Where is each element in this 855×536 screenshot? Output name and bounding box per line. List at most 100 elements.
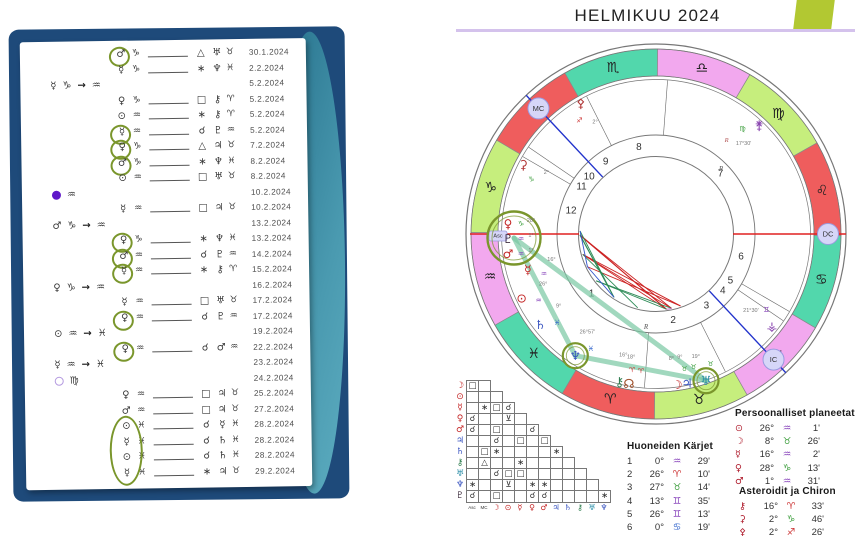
asteroids-title: Asteroidit ja Chiron xyxy=(739,486,836,497)
connector-line xyxy=(148,123,190,135)
connector-line xyxy=(150,247,191,259)
cusp-degree: 0° xyxy=(654,521,664,533)
aspect-icon: ☌ xyxy=(202,419,210,431)
planet-glyph-chiron: ⚷ xyxy=(615,374,624,389)
aspect-grid-row: ♀ ☌ ⊻ xyxy=(454,413,610,426)
svg-text:1°: 1° xyxy=(528,248,533,254)
planet-icon: ♀ xyxy=(118,141,126,153)
degree: 16° xyxy=(763,501,778,512)
asc-planet-cluster: ♀ ♑ 28° ♇ ♒ 1° ♂ ♒ 1° xyxy=(486,210,542,266)
transit-date: 22.2.2024 xyxy=(253,341,294,352)
svg-text:1°: 1° xyxy=(528,233,533,239)
transit-date: 5.2.2024 xyxy=(249,78,285,88)
planet-glyph-mercury: ☿ xyxy=(524,262,532,277)
transit-date: 17.2.2024 xyxy=(252,295,293,305)
planet-glyph-pluto: ♇ xyxy=(503,232,514,246)
retrograde-mark: R xyxy=(724,137,729,144)
planet-degree-saturn: 9° xyxy=(556,303,561,309)
transit-date: 7.2.2024 xyxy=(250,140,286,150)
planet-icon: ♇ xyxy=(213,124,223,136)
cusp-sign-icon: ♈ xyxy=(672,469,682,481)
planet-glyph-ceres: ⚳ xyxy=(519,157,528,172)
aspect-grid: ☽ □ ⊙ ☿ ∗ □ ☌ ♀ ☌ ⊻ ♂ ☌ □ ☌ ♃ ☌ □ □ ♄ □ ∗ ∗ ⚷ △ ∗ ♅ ☌ □ □ ♆ ∗ ⊻ ∗ ∗ ♇ ☌ □ ☌ ☌ ∗… xyxy=(454,380,611,513)
grid-col-label: ♂ xyxy=(540,503,548,512)
planet-glyph-juno: ⚵ xyxy=(755,118,764,133)
aspect-icon: ∗ xyxy=(196,63,206,75)
aspect-cell: □ xyxy=(538,435,551,448)
aspect-lines xyxy=(579,230,681,310)
green-corner-accent xyxy=(793,0,835,29)
sign-glyph-aries: ♈ xyxy=(604,391,617,407)
planet-sign-ceres: ♑ xyxy=(528,175,534,183)
planet-sign-jupiter: ♉ xyxy=(690,363,696,371)
planet-icon: ♆ xyxy=(215,233,225,245)
planet-sign-sun: ♒ xyxy=(535,297,541,305)
personal-planet-planet-icon: ☽ xyxy=(735,436,744,448)
planet-sign-chiron: ♈ xyxy=(629,366,636,374)
connector-line xyxy=(153,448,194,461)
planet-degree-moon: 8° xyxy=(669,356,674,362)
grid-planet-label: ♃ xyxy=(455,436,465,446)
sign-glyph-libra: ♎ xyxy=(695,61,708,77)
sign-icon: ♍ xyxy=(69,374,79,387)
planet-icon: ♀ xyxy=(53,282,61,294)
aspect-grid-row: ⚷ △ ∗ xyxy=(454,457,610,470)
svg-text:2: 2 xyxy=(670,315,676,326)
sign-icon: ♒ xyxy=(134,203,143,214)
planet-glyph-pallas: ⚴ xyxy=(576,96,585,111)
house-cusp-row: 2 26° ♈ 10' xyxy=(627,468,713,481)
planet-icon: ♂ xyxy=(116,48,126,60)
sign-glyph-aquarius: ♒ xyxy=(484,269,497,285)
planet-icon: ♀ xyxy=(119,234,128,246)
planet-icon: ♃ xyxy=(217,388,227,400)
planet-icon: ♃ xyxy=(213,140,223,152)
planet-glyph-uranus: ♅ xyxy=(700,373,711,388)
connector-line xyxy=(153,433,194,445)
sign-icon: ♒ xyxy=(137,404,146,416)
transit-date: 19.2.2024 xyxy=(252,326,294,336)
svg-text:MC: MC xyxy=(533,104,545,113)
planet-sign-vesta: ♊ xyxy=(763,306,769,314)
degree: 2° xyxy=(768,514,778,526)
aspect-icon: ☌ xyxy=(198,125,206,137)
connector-line xyxy=(151,309,192,321)
sign-icon: ♑ xyxy=(62,80,72,92)
sign-icon: ♒ xyxy=(782,475,792,487)
cusp-sign-icon: ♊ xyxy=(672,495,682,507)
house-cusp-row: 1 0° ♒ 29' xyxy=(627,455,713,468)
sign-icon: ♒ xyxy=(91,80,101,92)
planet-icon: ♄ xyxy=(218,434,228,446)
grid-col-label: ♀ xyxy=(529,503,535,512)
aspect-grid-row: ♄ □ ∗ ∗ xyxy=(454,446,610,459)
minutes: 13' xyxy=(807,462,820,474)
minutes: 46' xyxy=(811,514,824,526)
sign-icon: ♉ xyxy=(229,295,238,306)
transit-date: 23.2.2024 xyxy=(253,357,294,367)
personal-planet-planet-icon: ♀ xyxy=(735,462,742,474)
planet-sign-pallas: ♐ xyxy=(576,116,582,124)
personal-planets-table: Persoonalliset planeetat ⊙ 26° ♒ 1' ☽ 8° ♉ 26' ☿… xyxy=(735,408,855,488)
moon-event-group: ♍ xyxy=(54,373,79,389)
planet-icon: ⊙ xyxy=(118,172,127,184)
aspect-icon: □ xyxy=(201,403,211,416)
sign-glyph-virgo: ♍ xyxy=(772,106,785,122)
planet-sign-juno: ♍ xyxy=(739,125,746,133)
degree: 16° xyxy=(759,449,774,461)
aspect-icon: △ xyxy=(198,140,207,152)
connector-line xyxy=(148,92,189,104)
svg-text:DC: DC xyxy=(823,230,834,239)
connector-line xyxy=(152,386,193,399)
sign-icon: ♒ xyxy=(782,423,792,434)
ingress-group: ☿ ♒ → ♓ xyxy=(54,357,105,373)
transit-date: 13.2.2024 xyxy=(251,233,292,243)
sign-icon: ♓ xyxy=(95,359,106,371)
svg-text:Asc: Asc xyxy=(493,234,502,240)
svg-text:28°: 28° xyxy=(527,218,535,224)
svg-text:11: 11 xyxy=(576,182,587,193)
planet-sign-uranus: ♉ xyxy=(708,360,714,368)
sign-icon: ♓ xyxy=(228,233,237,244)
aspect-icon: ☌ xyxy=(201,342,209,354)
transit-row: ☿ ♓ ∗ ♃ ♉ 29.2.2024 xyxy=(26,462,312,482)
planet-icon: ♂ xyxy=(119,250,129,262)
sign-icon: ♓ xyxy=(231,434,240,445)
